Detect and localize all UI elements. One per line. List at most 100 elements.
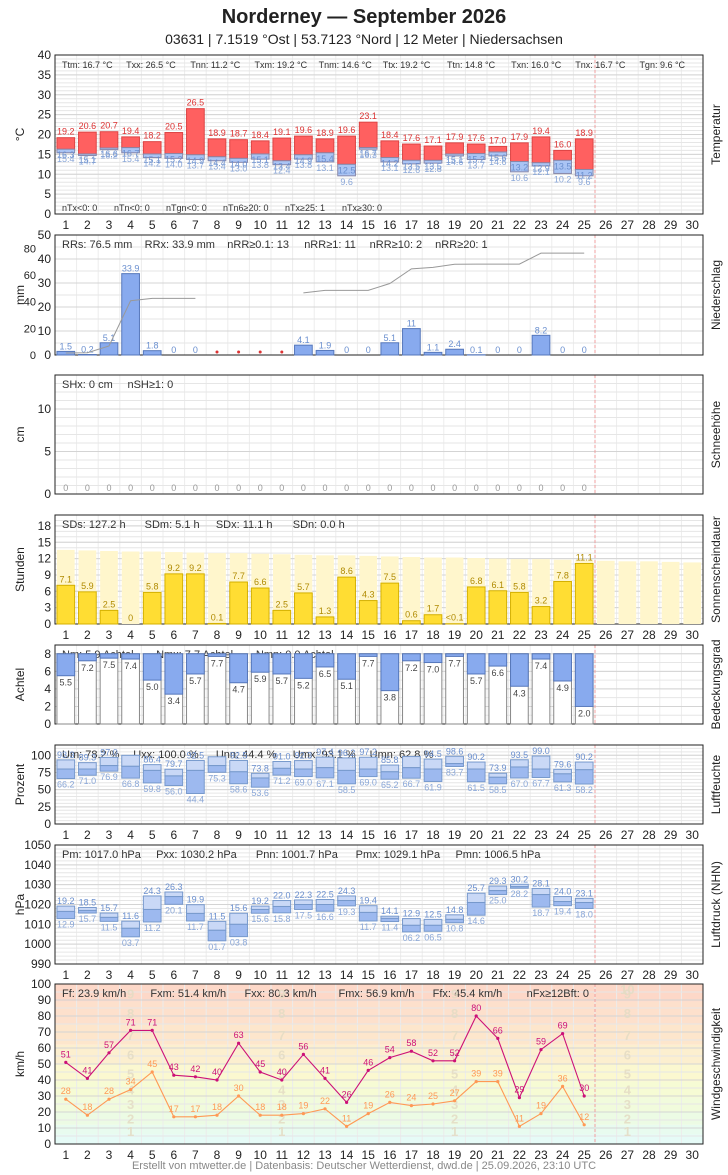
tick-label: 0 [44,487,51,501]
humidity-max-label: 94.5 [424,749,442,759]
pressure-min-label: 11.5 [101,922,118,932]
wind-gust-point [409,1049,413,1053]
wind-mean-label: 11 [342,1113,351,1123]
pressure-upper-bar [315,899,335,906]
panel-label: Windgeschwindigkeit [709,1007,723,1120]
tick-label: 25 [38,108,52,122]
humidity-max-label: 73.8 [251,763,269,773]
tick-label: 20 [38,128,52,142]
pressure-upper-bar [445,914,464,920]
pressure-max-label: 24.0 [554,887,572,897]
rain-label: 2.4 [448,339,461,349]
beaufort-number: 5 [127,1067,134,1082]
tmax-bar [142,141,162,155]
tick-label: 10 [38,1121,52,1135]
cloud-label: 7.7 [211,658,224,668]
day-label: 8 [214,828,221,842]
beaufort-number: 3 [624,1097,631,1112]
tmax-label: 19.6 [338,125,356,135]
tick-label: 18 [38,519,52,533]
axis-label: hPa [13,894,27,916]
humidity-max-label: 93.5 [511,750,529,760]
day-label: 19 [448,218,462,232]
tmax-bar [337,135,356,165]
pressure-upper-bar [56,905,76,912]
day-label: 24 [556,628,570,642]
snow-label: 0 [258,483,263,493]
wind-mean-label: 45 [147,1059,157,1069]
pressure-max-label: 14.1 [381,906,399,916]
wind-mean-label: 26 [385,1089,395,1099]
wind-mean-label: 18 [277,1102,287,1112]
pressure-lower-bar [358,911,378,922]
pressure-upper-bar [250,905,270,910]
summary-stats: SHx: 0 cm nSH≥1: 0 [62,379,173,391]
sun-bar [553,580,572,625]
pressure-min-label: 03.7 [122,938,140,948]
sun-bar [229,581,248,625]
pressure-lower-bar [510,886,529,889]
tmin-label: 13.7 [467,161,485,171]
tick-label: 0 [44,817,51,831]
count-item: nTgn<0: 0 [166,203,207,213]
cloud-label: 4.9 [556,683,569,693]
pressure-upper-bar [466,892,486,904]
summary-stats: Pm: 1017.0 hPa Pxx: 1030.2 hPa Pnn: 1001.7… [62,849,541,861]
wind-mean-label: 24 [406,1093,416,1103]
cloud-bar [99,653,119,659]
rain-label: 1.9 [319,340,332,350]
possible-sun-bar [100,550,118,624]
missing-marker [280,350,284,354]
humidity-upper-bar [272,760,292,769]
day-label: 5 [149,828,156,842]
wind-gust-point [582,1094,586,1098]
day-label: 8 [214,628,221,642]
snow-label: 0 [517,483,522,493]
day-label: 18 [426,828,440,842]
beaufort-number: 3 [451,1097,458,1112]
tmax-bar [229,139,248,159]
humidity-lower-bar [466,768,486,783]
wind-gust-point [474,1014,478,1018]
humidity-upper-bar [488,772,508,778]
cloud-label: 5.7 [189,676,202,686]
day-label: 5 [149,218,156,232]
cloud-label: 7.0 [427,665,440,675]
tick2-label: 40 [24,297,36,309]
tick-label: 3 [44,601,51,615]
sun-bar [510,591,529,625]
plot-frame [54,983,704,1145]
count-stats: nTx<0: 0 nTn<0: 0 nTgn<0: 0 nTn6≥20: 0 nTx≥2… [62,203,382,213]
rain-label: 0.2 [81,345,94,355]
day-label: 5 [149,968,156,982]
snow-label: 0 [301,483,306,493]
wind-mean-point [237,1094,241,1098]
pressure-min-label: 11.2 [144,923,161,933]
pressure-lower-bar [531,894,551,908]
pressure-min-label: 18.7 [532,908,550,918]
beaufort-number: 2 [624,1111,631,1126]
beaufort-number: 8 [127,1006,134,1021]
wind-gust-point [150,1028,154,1032]
panel-label: Luftdruck (NHN) [709,861,723,948]
day-label: 18 [426,968,440,982]
day-label: 18 [426,218,440,232]
pressure-min-label: 15.6 [251,914,269,924]
summary-item: Pmn: 1006.5 hPa [455,849,541,861]
tick-label: 0 [44,717,51,731]
wind-mean-point [150,1070,154,1074]
summary-item: Txn: 16.0 °C [511,60,562,70]
tmax-bar [510,142,529,163]
humidity-max-label: 92.5 [230,750,248,760]
sun-label: 6.1 [492,580,505,590]
day-label: 28 [642,828,656,842]
wind-gust-point [215,1078,219,1082]
sun-label: 7.1 [60,574,73,584]
pressure-lower-bar [574,902,594,909]
pressure-min-label: 06.2 [403,933,421,943]
tick-label: 12 [38,552,52,566]
snow-label: 0 [538,483,543,493]
beaufort-number: 3 [278,1097,285,1112]
humidity-lower-bar [380,771,400,780]
